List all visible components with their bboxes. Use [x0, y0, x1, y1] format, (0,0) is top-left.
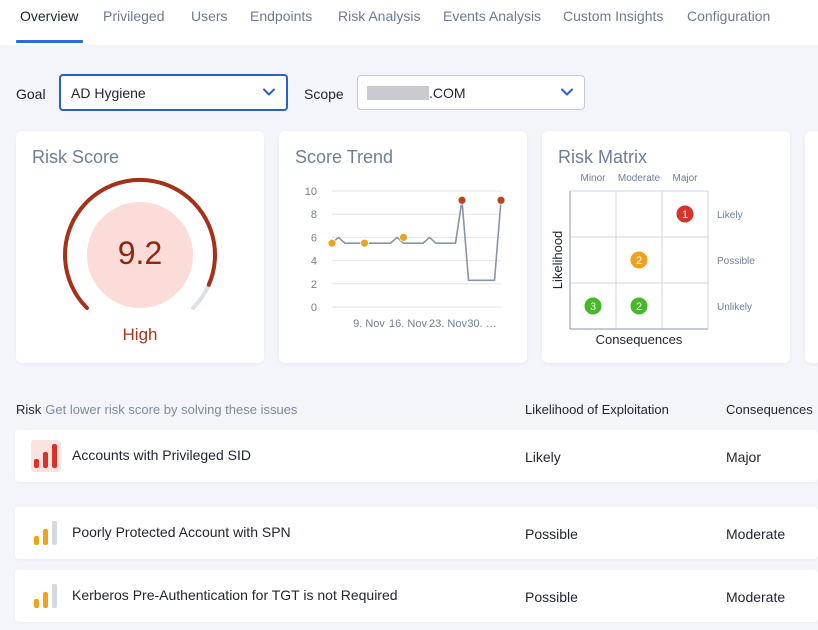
risk-matrix-chart: Minor Moderate Major Likely Possible Unlikely… [550, 173, 755, 347]
y-tick-label: 10 [305, 186, 317, 198]
matrix-column-label: Minor [580, 173, 606, 184]
tab-users[interactable]: Users [191, 8, 228, 24]
x-tick-label: 23. Nov [429, 318, 467, 330]
risk-row[interactable]: Accounts with Privileged SID Likely Majo… [15, 430, 818, 482]
score-trend-chart: 10 8 6 4 2 0 9. Nov 16. Nov 23. Nov 30. … [305, 186, 506, 330]
matrix-row-label: Unlikely [717, 302, 752, 313]
matrix-cell-badge[interactable] [629, 250, 649, 270]
risk-header-hint: Get lower risk score by solving these is… [45, 402, 298, 417]
severity-bar [43, 452, 48, 468]
tab-endpoints[interactable]: Endpoints [250, 8, 313, 24]
risk-consequences: Moderate [726, 526, 786, 542]
severity-bar [34, 599, 39, 608]
y-tick-label: 4 [311, 256, 317, 268]
goal-select-value: AD Hygiene [71, 85, 146, 101]
matrix-cell-count: 1 [682, 209, 688, 221]
risk-name: Poorly Protected Account with SPN [72, 524, 291, 540]
risk-likelihood: Likely [525, 449, 561, 465]
top-nav: Overview Privileged Users Endpoints Risk… [0, 0, 818, 45]
severity-bar [52, 444, 57, 468]
severity-bar [34, 536, 39, 545]
risk-level-label: High [122, 325, 158, 344]
consequences-column-header[interactable]: Consequences [726, 402, 813, 417]
risk-row[interactable]: Poorly Protected Account with SPN Possib… [15, 507, 818, 559]
goal-label: Goal [16, 86, 46, 102]
risk-matrix-title: Risk Matrix [558, 147, 647, 167]
x-tick-label: 16. Nov [389, 318, 427, 330]
risk-score-value: 9.2 [117, 235, 163, 271]
risk-likelihood: Possible [525, 589, 578, 605]
tab-privileged[interactable]: Privileged [103, 8, 165, 24]
trend-point[interactable] [360, 238, 369, 248]
y-tick-label: 2 [311, 279, 317, 291]
trend-point[interactable] [457, 195, 467, 205]
tab-events-analysis[interactable]: Events Analysis [443, 8, 542, 24]
gauge-arc [63, 177, 217, 310]
tab-custom-insights[interactable]: Custom Insights [563, 8, 664, 24]
risk-score-title: Risk Score [32, 147, 120, 167]
matrix-cell-badge[interactable] [675, 204, 695, 224]
gauge-fill [87, 202, 193, 308]
y-tick-label: 8 [311, 209, 317, 221]
matrix-cell-count: 2 [636, 255, 642, 267]
active-tab-indicator [16, 40, 83, 43]
trend-point[interactable] [327, 238, 337, 248]
score-trend-title: Score Trend [295, 147, 394, 167]
y-tick-label: 6 [311, 232, 317, 244]
severity-bars-icon [34, 521, 57, 545]
risk-row[interactable]: Kerberos Pre-Authentication for TGT is n… [15, 570, 818, 622]
likelihood-column-header[interactable]: Likelihood of Exploitation [525, 402, 669, 417]
matrix-row-label: Possible [717, 256, 755, 267]
tab-risk-analysis[interactable]: Risk Analysis [338, 8, 421, 24]
goal-select[interactable]: AD Hygiene [59, 74, 288, 111]
scope-select[interactable]: .COM [357, 75, 585, 110]
risk-header-label: Risk [16, 402, 42, 417]
matrix-cell-badge[interactable] [629, 296, 649, 316]
x-tick-label: 30. … [467, 318, 496, 330]
risk-column-header: Risk Get lower risk score by solving thes… [16, 402, 297, 417]
matrix-row-label: Likely [717, 210, 743, 221]
risk-score-gauge [63, 177, 217, 310]
next-card [805, 131, 818, 363]
matrix-column-label: Major [672, 173, 698, 184]
risk-name: Kerberos Pre-Authentication for TGT is n… [72, 587, 398, 603]
risk-consequences: Moderate [726, 589, 786, 605]
matrix-column-label: Moderate [618, 173, 661, 184]
x-tick-label: 9. Nov [353, 318, 385, 330]
trend-point[interactable] [399, 233, 408, 242]
severity-bar [43, 529, 48, 545]
severity-bar [43, 592, 48, 608]
risk-name: Accounts with Privileged SID [72, 447, 251, 463]
severity-bar [52, 521, 57, 545]
scope-select-value: .COM [429, 85, 466, 101]
severity-bar [34, 459, 39, 468]
risk-matrix-card: Risk Matrix Minor Moderate Major Likely Poss… [542, 131, 790, 363]
scope-label: Scope [304, 86, 344, 102]
matrix-cell-badge[interactable] [583, 296, 603, 316]
matrix-cell-count: 2 [636, 301, 642, 313]
trend-point[interactable] [496, 195, 506, 205]
tab-overview[interactable]: Overview [20, 8, 79, 24]
severity-bars-icon [31, 440, 61, 472]
chevron-down-icon [561, 88, 573, 96]
matrix-cell-count: 3 [590, 301, 596, 313]
matrix-x-axis-label: Consequences [596, 332, 683, 347]
matrix-y-axis-label: Likelihood [550, 231, 565, 290]
chevron-down-icon [263, 88, 275, 96]
risk-score-card: Risk Score 9.2 High [16, 131, 264, 363]
tab-configuration[interactable]: Configuration [687, 8, 771, 24]
score-trend-card: Score Trend 10 8 6 4 2 0 9. Nov 16. Nov 23. Nov 3… [279, 131, 527, 363]
risk-likelihood: Possible [525, 526, 578, 542]
redacted-domain [367, 86, 429, 100]
risk-consequences: Major [726, 449, 762, 465]
severity-bars-icon [34, 584, 57, 608]
y-tick-label: 0 [311, 302, 317, 314]
trend-line [331, 200, 502, 282]
severity-bar [52, 584, 57, 608]
